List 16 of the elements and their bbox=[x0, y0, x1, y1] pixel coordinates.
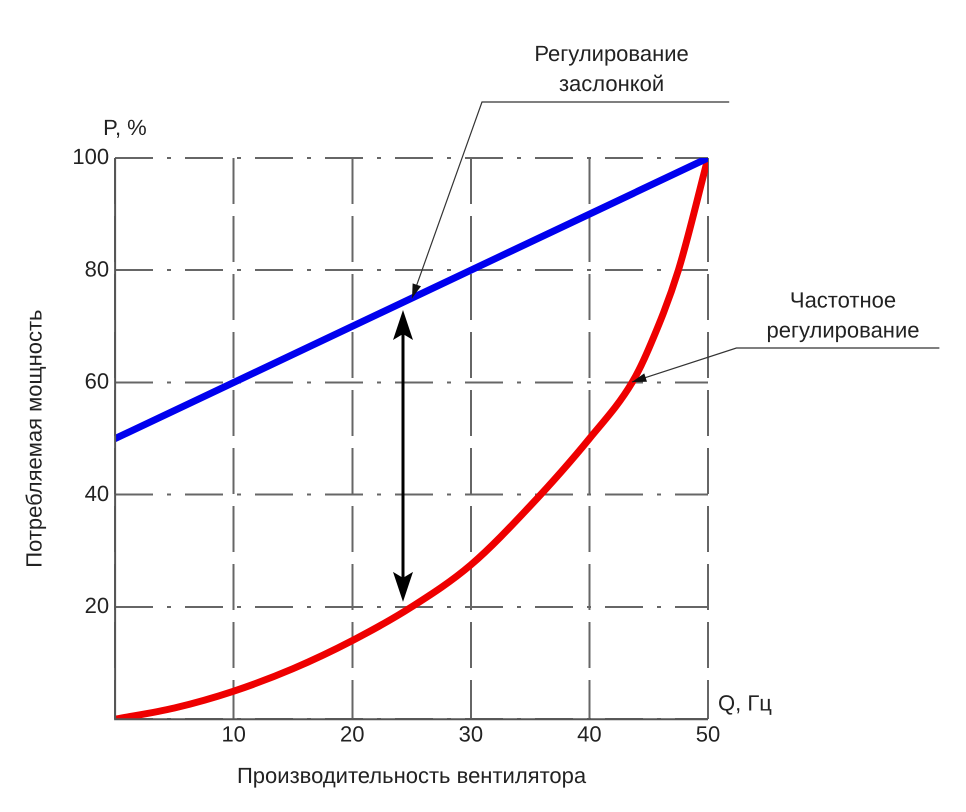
y-axis-title: Потребляемая мощность bbox=[21, 309, 46, 568]
text: Q, Гц bbox=[718, 690, 772, 716]
y-tick-label: 80 bbox=[84, 256, 110, 282]
x-tick-label: 20 bbox=[340, 721, 365, 746]
x-tick-label: 40 bbox=[577, 721, 602, 746]
text: P, % bbox=[103, 115, 147, 140]
y-tick-label: 60 bbox=[84, 368, 110, 394]
y-tick-label: 40 bbox=[84, 480, 110, 506]
x-tick-label: 10 bbox=[221, 721, 246, 746]
x-tick-label: 50 bbox=[696, 721, 720, 746]
annotation: Регулирование заслонкой bbox=[534, 41, 689, 96]
x-tick-label: 30 bbox=[458, 721, 484, 746]
annotation: Частотное регулирование bbox=[766, 288, 920, 343]
x-axis-title: Производительность вентилятора bbox=[236, 762, 587, 788]
y-tick-label: 20 bbox=[84, 593, 110, 618]
y-tick-label: 100 bbox=[72, 144, 110, 170]
